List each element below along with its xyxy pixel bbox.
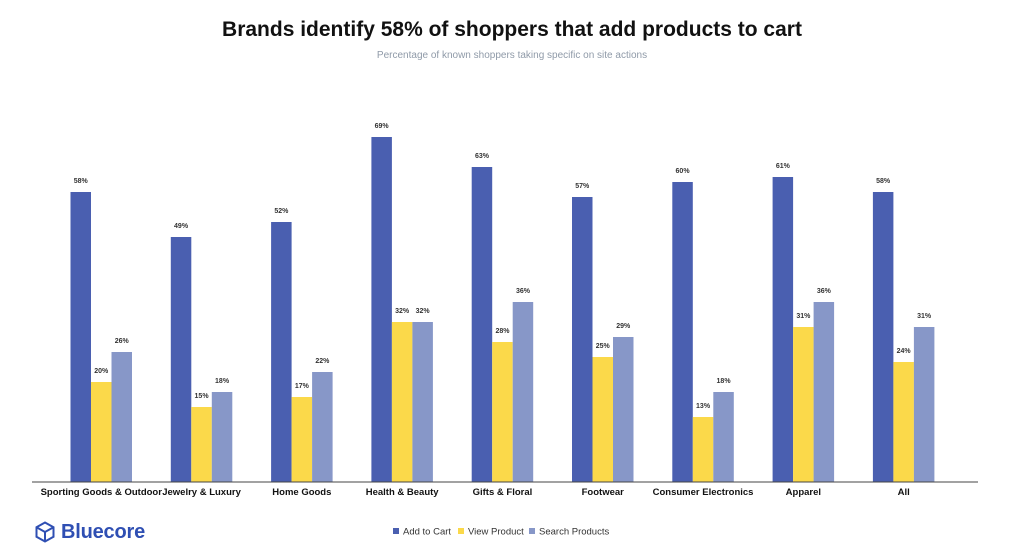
- bar-group-gifts-floral: 63% 28% 36% Gifts & Floral: [471, 153, 534, 498]
- bar-view-product-jewelry-luxury: [191, 407, 212, 482]
- bar-search-products-sporting-goods-outdoor: [111, 352, 132, 482]
- bar-add-to-cart-sporting-goods-outdoor: [70, 192, 91, 482]
- legend-item-view-product: View Product: [458, 527, 524, 538]
- legend-item-add-to-cart: Add to Cart: [393, 527, 451, 538]
- category-label-gifts-floral: Gifts & Floral: [473, 487, 533, 498]
- bar-add-to-cart-apparel: [772, 177, 794, 482]
- category-label-jewelry-luxury: Jewelry & Luxury: [162, 487, 241, 498]
- data-label-add-to-cart-footwear: 57%: [575, 183, 590, 190]
- data-label-search-products-footwear: 29%: [616, 323, 631, 330]
- category-label-sporting-goods-outdoor: Sporting Goods & Outdoor: [41, 487, 163, 498]
- legend-swatch-search-products: [529, 528, 535, 534]
- bar-search-products-gifts-floral: [512, 302, 534, 482]
- bar-group-all: 58% 24% 31% All: [872, 178, 935, 498]
- data-label-add-to-cart-jewelry-luxury: 49%: [174, 223, 189, 230]
- data-label-search-products-apparel: 36%: [817, 288, 832, 295]
- bar-add-to-cart-footwear: [572, 197, 593, 482]
- bar-group-footwear: 57% 25% 29% Footwear: [572, 183, 634, 498]
- chart-subtitle: Percentage of known shoppers taking spec…: [376, 50, 648, 61]
- data-label-search-products-health-beauty: 32%: [416, 308, 431, 315]
- bar-view-product-gifts-floral: [492, 342, 513, 482]
- bar-search-products-jewelry-luxury: [211, 392, 233, 482]
- bar-view-product-all: [893, 362, 914, 482]
- data-label-add-to-cart-home-goods: 52%: [274, 208, 289, 215]
- bar-group-home-goods: 52% 17% 22% Home Goods: [271, 208, 333, 498]
- legend-label-add-to-cart: Add to Cart: [403, 527, 451, 538]
- data-label-add-to-cart-gifts-floral: 63%: [475, 153, 490, 160]
- bar-group-jewelry-luxury: 49% 15% 18% Jewelry & Luxury: [162, 223, 241, 498]
- data-label-view-product-apparel: 31%: [796, 313, 811, 320]
- legend-swatch-add-to-cart: [393, 528, 399, 534]
- category-label-home-goods: Home Goods: [272, 487, 331, 498]
- data-label-view-product-health-beauty: 32%: [395, 308, 410, 315]
- category-label-all: All: [898, 487, 910, 498]
- bar-add-to-cart-all: [872, 192, 894, 482]
- legend-label-view-product: View Product: [468, 527, 524, 538]
- data-label-add-to-cart-apparel: 61%: [776, 163, 791, 170]
- data-label-view-product-all: 24%: [897, 348, 912, 355]
- data-label-search-products-consumer-electronics: 18%: [717, 378, 732, 385]
- bar-view-product-footwear: [592, 357, 613, 482]
- bar-group-sporting-goods-outdoor: 58% 20% 26% Sporting Goods & Outdoor: [41, 178, 163, 498]
- data-label-search-products-jewelry-luxury: 18%: [215, 378, 230, 385]
- bar-group-consumer-electronics: 60% 13% 18% Consumer Electronics: [653, 168, 754, 498]
- legend-swatch-view-product: [458, 528, 464, 534]
- bars-layer: 58% 20% 26% Sporting Goods & Outdoor 49% 15% 1…: [41, 123, 935, 498]
- data-label-view-product-home-goods: 17%: [295, 383, 310, 390]
- bar-search-products-apparel: [813, 302, 835, 482]
- data-label-search-products-gifts-floral: 36%: [516, 288, 531, 295]
- chart-title: Brands identify 58% of shoppers that add…: [222, 18, 802, 41]
- legend-item-search-products: Search Products: [529, 527, 609, 538]
- cube-logo-icon: [35, 521, 55, 543]
- legend-label-search-products: Search Products: [539, 527, 609, 538]
- bar-add-to-cart-gifts-floral: [471, 167, 493, 482]
- bar-search-products-home-goods: [312, 372, 333, 482]
- bar-search-products-footwear: [613, 337, 634, 482]
- bar-view-product-sporting-goods-outdoor: [91, 382, 112, 482]
- bar-add-to-cart-consumer-electronics: [672, 182, 693, 482]
- data-label-add-to-cart-all: 58%: [876, 178, 891, 185]
- data-label-add-to-cart-consumer-electronics: 60%: [676, 168, 691, 175]
- data-label-search-products-all: 31%: [917, 313, 932, 320]
- legend: Add to Cart View Product Search Products: [393, 527, 609, 538]
- category-label-health-beauty: Health & Beauty: [366, 487, 440, 498]
- brand-logo: Bluecore: [34, 520, 145, 544]
- bar-group-health-beauty: 69% 32% 32% Health & Beauty: [366, 123, 440, 498]
- data-label-search-products-home-goods: 22%: [315, 358, 330, 365]
- bar-search-products-all: [913, 327, 935, 482]
- bar-view-product-apparel: [793, 327, 814, 482]
- category-label-apparel: Apparel: [786, 487, 821, 498]
- data-label-view-product-gifts-floral: 28%: [495, 328, 510, 335]
- data-label-view-product-jewelry-luxury: 15%: [195, 393, 210, 400]
- bar-search-products-health-beauty: [412, 322, 433, 482]
- data-label-view-product-sporting-goods-outdoor: 20%: [94, 368, 109, 375]
- bar-view-product-health-beauty: [391, 322, 413, 482]
- bar-add-to-cart-home-goods: [271, 222, 292, 482]
- data-label-view-product-footwear: 25%: [596, 343, 611, 350]
- bar-search-products-consumer-electronics: [713, 392, 734, 482]
- bar-group-apparel: 61% 31% 36% Apparel: [772, 163, 835, 498]
- category-label-footwear: Footwear: [582, 487, 625, 498]
- brand-name: Bluecore: [61, 520, 145, 543]
- category-label-consumer-electronics: Consumer Electronics: [653, 487, 754, 498]
- data-label-view-product-consumer-electronics: 13%: [696, 403, 711, 410]
- bar-add-to-cart-health-beauty: [371, 137, 392, 482]
- data-label-add-to-cart-sporting-goods-outdoor: 58%: [74, 178, 89, 185]
- data-label-search-products-sporting-goods-outdoor: 26%: [115, 338, 130, 345]
- bar-view-product-home-goods: [291, 397, 313, 482]
- bar-view-product-consumer-electronics: [692, 417, 714, 482]
- bar-add-to-cart-jewelry-luxury: [170, 237, 192, 482]
- data-label-add-to-cart-health-beauty: 69%: [375, 123, 390, 130]
